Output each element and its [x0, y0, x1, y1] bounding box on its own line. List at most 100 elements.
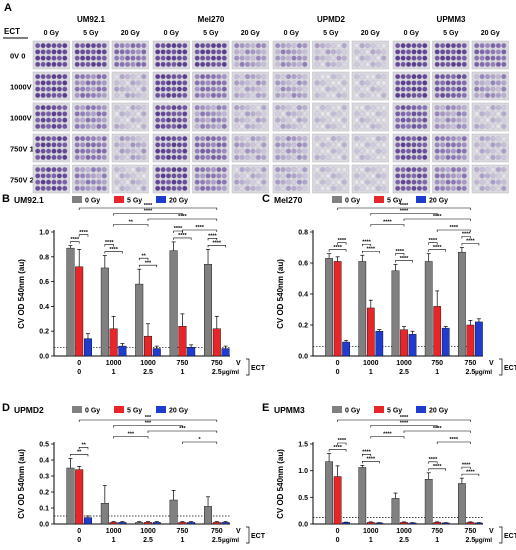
- bar: [433, 306, 442, 357]
- well: [296, 43, 302, 49]
- well: [461, 173, 467, 179]
- well: [96, 43, 102, 49]
- well: [325, 92, 331, 98]
- well: [46, 74, 52, 80]
- significance-label-local: ****: [109, 247, 118, 253]
- well: [330, 142, 336, 148]
- well: [354, 111, 360, 117]
- legend-label: 0 Gy: [345, 198, 360, 205]
- well: [461, 43, 467, 49]
- well: [135, 86, 141, 92]
- well: [119, 154, 125, 160]
- well: [330, 148, 336, 154]
- well: [434, 136, 440, 142]
- well: [416, 167, 422, 173]
- cell-line-label: UPMM3: [437, 15, 466, 24]
- well: [422, 167, 428, 173]
- significance-bracket-local: [337, 442, 347, 445]
- well: [416, 173, 422, 179]
- well: [320, 61, 326, 67]
- well: [205, 142, 211, 148]
- x-tick-label-bottom: 2.5: [143, 537, 153, 544]
- well: [354, 123, 360, 129]
- well: [416, 154, 422, 160]
- well: [359, 55, 365, 61]
- well: [341, 74, 347, 80]
- well: [261, 92, 267, 98]
- well: [495, 43, 501, 49]
- well: [35, 167, 41, 173]
- well: [325, 55, 331, 61]
- well: [62, 154, 68, 160]
- well: [474, 43, 480, 49]
- well: [450, 148, 456, 154]
- well: [411, 142, 417, 148]
- bar: [221, 348, 230, 357]
- well: [239, 61, 245, 67]
- well: [234, 80, 240, 86]
- well: [46, 142, 52, 148]
- significance-label-local: ****: [367, 457, 376, 463]
- well: [445, 105, 451, 111]
- well: [336, 43, 342, 49]
- well: [474, 136, 480, 142]
- legend-label: 20 Gy: [169, 198, 188, 205]
- well: [375, 179, 381, 185]
- dose-label: 0 Gy: [44, 30, 59, 37]
- well: [370, 142, 376, 148]
- well: [200, 136, 206, 142]
- bar: [169, 499, 178, 525]
- chart-panel-b: B UM92.1 0 Gy 5 Gy 20 Gy0.00.20.40.60.81.0CV…: [2, 193, 266, 376]
- well: [176, 105, 182, 111]
- well: [445, 148, 451, 154]
- well: [280, 185, 286, 191]
- well: [302, 74, 308, 80]
- well: [314, 111, 320, 117]
- bar: [83, 517, 92, 525]
- well: [210, 148, 216, 154]
- well: [461, 61, 467, 67]
- y-axis-label: CV OD 540nm (au): [276, 449, 285, 519]
- well: [291, 154, 297, 160]
- well: [245, 123, 251, 129]
- well: [302, 80, 308, 86]
- well: [495, 74, 501, 80]
- well: [194, 185, 200, 191]
- well: [381, 105, 387, 111]
- well: [56, 74, 62, 80]
- x-tick-label-bottom: 2.5: [466, 537, 476, 544]
- well: [296, 105, 302, 111]
- well: [456, 167, 462, 173]
- well: [422, 179, 428, 185]
- well: [495, 136, 501, 142]
- significance-bracket-local: [428, 461, 438, 464]
- well: [85, 179, 91, 185]
- significance-bracket: [370, 425, 438, 428]
- well: [275, 49, 281, 55]
- well: [85, 123, 91, 129]
- well: [171, 105, 177, 111]
- well: [96, 92, 102, 98]
- well: [456, 80, 462, 86]
- well: [370, 43, 376, 49]
- well: [474, 123, 480, 129]
- well: [239, 80, 245, 86]
- well: [119, 86, 125, 92]
- well: [336, 86, 342, 92]
- well: [205, 148, 211, 154]
- well: [216, 173, 222, 179]
- well: [370, 74, 376, 80]
- well: [239, 148, 245, 154]
- significance-bracket-local: [361, 250, 380, 254]
- well: [275, 61, 281, 67]
- well: [255, 92, 261, 98]
- well: [255, 86, 261, 92]
- well: [280, 105, 286, 111]
- well: [182, 43, 188, 49]
- well: [160, 142, 166, 148]
- well: [422, 86, 428, 92]
- well: [130, 148, 136, 154]
- dose-label: 0 Gy: [284, 30, 299, 37]
- well: [336, 111, 342, 117]
